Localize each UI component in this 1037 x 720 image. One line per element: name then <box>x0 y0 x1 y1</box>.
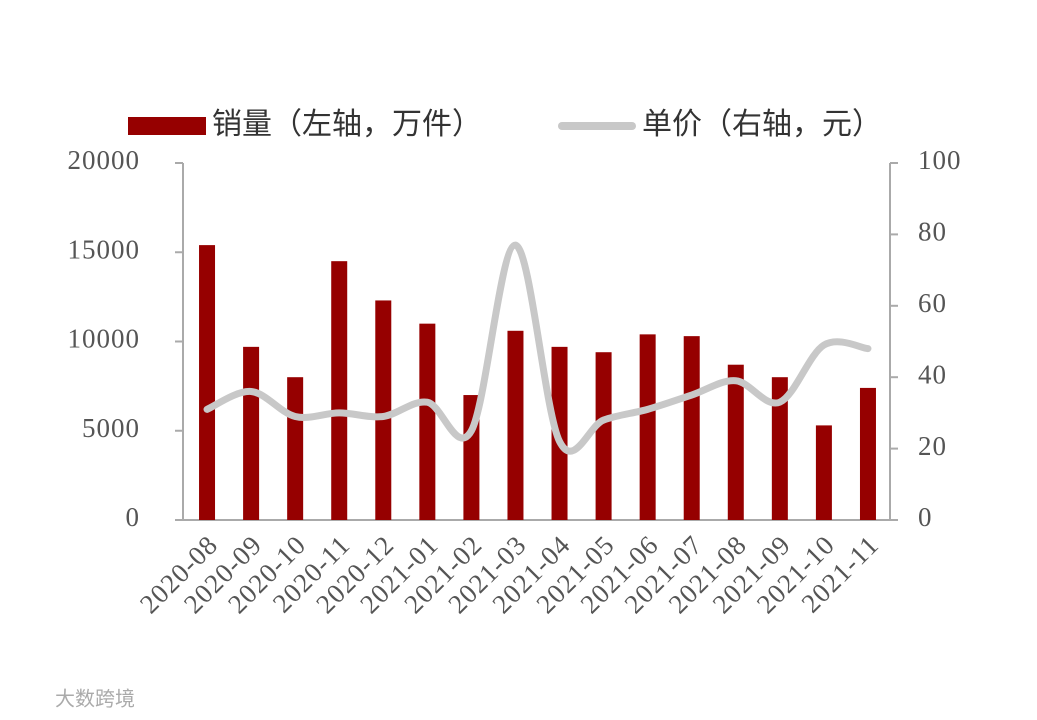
bar <box>639 334 656 520</box>
bar <box>243 346 260 520</box>
bar <box>771 377 788 520</box>
bar <box>375 300 392 520</box>
y2-tick-label: 40 <box>918 359 947 389</box>
bar <box>859 387 876 520</box>
bar <box>683 336 700 520</box>
legend-swatch <box>128 117 206 135</box>
y-tick-label: 5000 <box>82 413 140 443</box>
bar <box>507 330 524 520</box>
line <box>203 241 872 455</box>
legend-label: 单价（右轴，元） <box>642 108 882 141</box>
bar <box>727 364 744 520</box>
bar <box>331 261 348 520</box>
bar <box>815 425 832 520</box>
y2-tick-label: 60 <box>918 288 947 318</box>
y2-tick-label: 100 <box>918 145 962 175</box>
bar <box>419 323 436 520</box>
y2-tick-label: 20 <box>918 431 947 461</box>
y-tick-label: 20000 <box>68 145 141 175</box>
y-tick-label: 0 <box>126 502 141 532</box>
y2-tick-label: 0 <box>918 502 933 532</box>
y2-tick-label: 80 <box>918 217 947 247</box>
bar <box>287 377 304 520</box>
y-tick-label: 10000 <box>68 324 141 354</box>
bar <box>199 245 216 521</box>
y-tick-label: 15000 <box>68 234 141 264</box>
bar <box>595 352 612 520</box>
legend-label: 销量（左轴，万件） <box>212 108 482 141</box>
watermark: 大数跨境 <box>55 687 135 711</box>
